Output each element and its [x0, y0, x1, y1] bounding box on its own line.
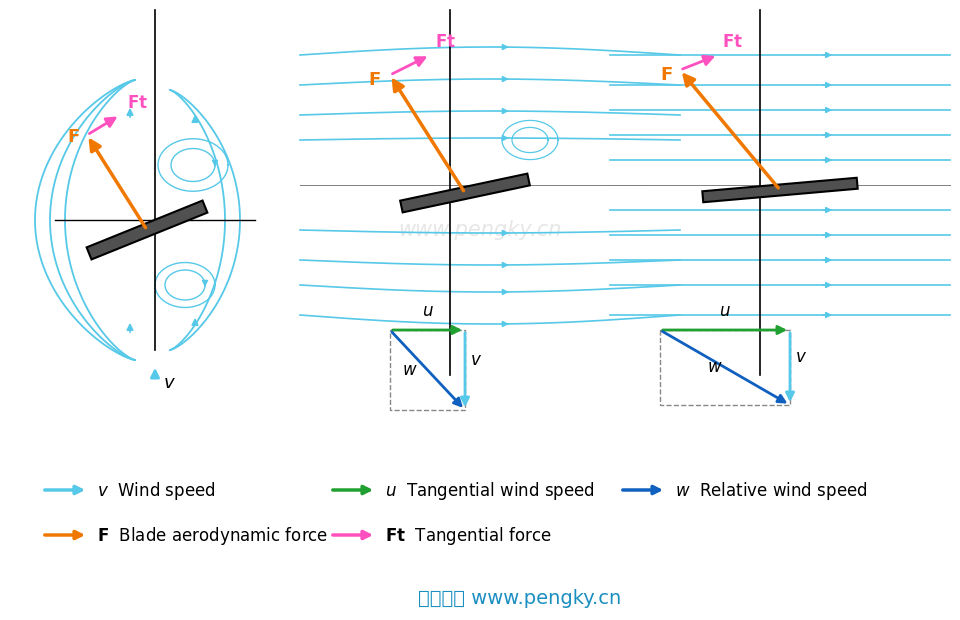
Text: $\mathit{u}$  Tangential wind speed: $\mathit{u}$ Tangential wind speed — [385, 480, 595, 502]
Text: $\mathbf{F}$  Blade aerodynamic force: $\mathbf{F}$ Blade aerodynamic force — [97, 525, 328, 547]
Text: $\mathit{v}$  Wind speed: $\mathit{v}$ Wind speed — [97, 480, 215, 502]
Text: $\mathbf{Ft}$: $\mathbf{Ft}$ — [435, 33, 456, 51]
Bar — [390, 330, 465, 410]
Text: $\mathit{w}$  Relative wind speed: $\mathit{w}$ Relative wind speed — [675, 480, 868, 502]
Text: $\mathbf{Ft}$: $\mathbf{Ft}$ — [127, 94, 148, 112]
Text: $\mathbf{F}$: $\mathbf{F}$ — [368, 71, 381, 89]
Text: $\mathit{w}$: $\mathit{w}$ — [707, 358, 723, 376]
Text: $\mathit{v}$: $\mathit{v}$ — [470, 351, 482, 369]
Text: $\mathit{v}$: $\mathit{v}$ — [163, 374, 176, 392]
Text: $\mathbf{Ft}$: $\mathbf{Ft}$ — [722, 33, 743, 51]
Text: $\mathit{u}$: $\mathit{u}$ — [421, 302, 433, 320]
Text: $\mathit{v}$: $\mathit{v}$ — [795, 348, 807, 366]
Text: 鹏茂科艺 www.pengky.cn: 鹏茂科艺 www.pengky.cn — [419, 588, 622, 608]
Text: www.pengky.cn: www.pengky.cn — [398, 220, 562, 240]
Polygon shape — [400, 174, 530, 213]
Text: $\mathit{u}$: $\mathit{u}$ — [719, 302, 731, 320]
Text: $\mathit{w}$: $\mathit{w}$ — [402, 361, 418, 379]
Text: $\mathbf{F}$: $\mathbf{F}$ — [67, 128, 80, 146]
Polygon shape — [86, 200, 207, 259]
Text: $\mathbf{Ft}$  Tangential force: $\mathbf{Ft}$ Tangential force — [385, 525, 552, 547]
Text: $\mathbf{F}$: $\mathbf{F}$ — [660, 66, 673, 84]
Polygon shape — [703, 178, 857, 202]
Bar — [660, 330, 790, 405]
